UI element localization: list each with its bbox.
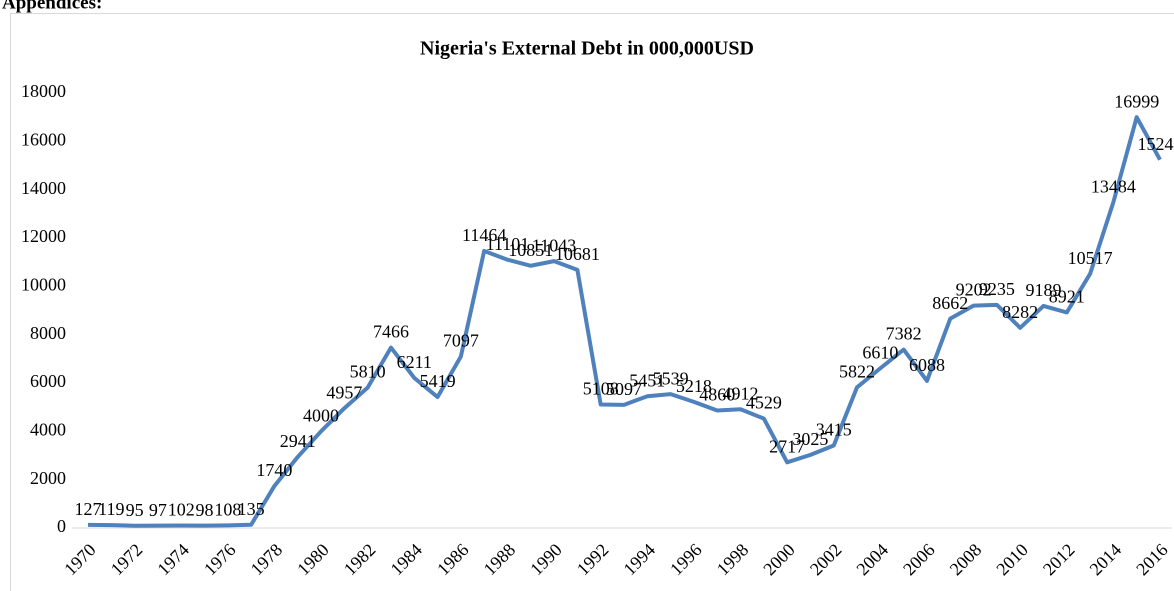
data-label: 102 — [168, 500, 195, 520]
x-tick-label: 1980 — [293, 540, 333, 580]
x-tick-label: 2002 — [806, 540, 846, 580]
data-label: 1740 — [256, 460, 292, 480]
x-tick-label: 1982 — [340, 540, 380, 580]
data-label: 4860 — [699, 385, 735, 405]
x-tick-label: 2004 — [852, 540, 892, 580]
data-label: 97 — [149, 500, 167, 520]
data-label: 10681 — [555, 244, 600, 264]
data-label: 4529 — [746, 393, 782, 413]
data-label: 8662 — [932, 293, 968, 313]
data-label: 10517 — [1068, 248, 1113, 268]
data-label: 9235 — [979, 279, 1015, 299]
x-tick-label: 1992 — [573, 540, 613, 580]
data-label: 119 — [98, 499, 124, 519]
chart-title: Nigeria's External Debt in 000,000USD — [420, 38, 754, 60]
page-heading: Appendices: — [2, 0, 102, 13]
y-tick-label: 4000 — [30, 419, 66, 439]
y-tick-label: 6000 — [30, 371, 66, 391]
data-label: 5822 — [839, 361, 875, 381]
data-label: 6088 — [909, 355, 945, 375]
data-label: 2941 — [280, 431, 316, 451]
x-tick-label: 1970 — [60, 540, 100, 580]
x-tick-label: 2016 — [1132, 540, 1172, 580]
x-tick-label: 1978 — [247, 540, 287, 580]
x-tick-label: 1990 — [526, 540, 566, 580]
data-label: 11043 — [532, 235, 576, 255]
data-label: 5419 — [420, 371, 456, 391]
data-label: 11464 — [462, 225, 506, 245]
data-label: 7382 — [886, 324, 922, 344]
data-label: 3025 — [792, 429, 828, 449]
x-tick-label: 2000 — [759, 540, 799, 580]
y-tick-label: 0 — [57, 516, 66, 536]
y-tick-label: 18000 — [21, 81, 66, 101]
y-tick-label: 8000 — [30, 323, 66, 343]
data-label: 7466 — [373, 322, 409, 342]
chart-border — [10, 13, 1174, 591]
data-label: 5451 — [629, 370, 665, 390]
x-tick-label: 2012 — [1039, 540, 1079, 580]
data-label: 5539 — [653, 368, 689, 388]
x-tick-label: 1988 — [480, 540, 520, 580]
x-tick-label: 2006 — [899, 540, 939, 580]
data-label: 10851 — [508, 240, 553, 260]
x-tick-label: 1998 — [713, 540, 753, 580]
data-label: 8921 — [1049, 287, 1085, 307]
x-tick-label: 2014 — [1086, 540, 1126, 580]
data-label: 6211 — [397, 352, 432, 372]
x-tick-label: 2008 — [946, 540, 986, 580]
data-label: 8282 — [1002, 302, 1038, 322]
y-tick-label: 10000 — [21, 274, 66, 294]
data-label: 9202 — [956, 280, 992, 300]
data-label: 15241 — [1138, 134, 1174, 154]
data-label: 2717 — [769, 436, 805, 456]
data-label: 5810 — [350, 362, 386, 382]
data-label: 5097 — [606, 379, 642, 399]
data-label: 98 — [196, 500, 214, 520]
data-line — [87, 115, 1162, 528]
data-label: 6610 — [862, 342, 898, 362]
data-label: 4000 — [303, 405, 339, 425]
x-tick-label: 1986 — [433, 540, 473, 580]
data-label: 108 — [214, 500, 241, 520]
data-label: 95 — [126, 500, 144, 520]
data-label: 7097 — [443, 331, 479, 351]
y-tick-label: 14000 — [21, 178, 66, 198]
data-label: 11101 — [486, 234, 530, 254]
x-tick-label: 2010 — [992, 540, 1032, 580]
data-label: 16999 — [1114, 91, 1159, 111]
data-label: 5218 — [676, 376, 712, 396]
x-tick-label: 1994 — [619, 540, 659, 580]
data-label: 5108 — [583, 379, 619, 399]
data-label: 127 — [75, 499, 102, 519]
y-tick-label: 12000 — [21, 226, 66, 246]
x-tick-label: 1984 — [386, 540, 426, 580]
data-label: 4912 — [723, 383, 759, 403]
data-label: 135 — [238, 499, 265, 519]
x-tick-label: 1972 — [107, 540, 147, 580]
y-tick-label: 16000 — [21, 129, 66, 149]
data-label: 3415 — [816, 420, 852, 440]
x-tick-label: 1976 — [200, 540, 240, 580]
x-tick-label: 1974 — [153, 540, 193, 580]
data-label: 4957 — [326, 382, 362, 402]
data-label: 13484 — [1091, 176, 1136, 196]
data-label: 9189 — [1025, 280, 1061, 300]
y-tick-label: 2000 — [30, 468, 66, 488]
x-tick-label: 1996 — [666, 540, 706, 580]
